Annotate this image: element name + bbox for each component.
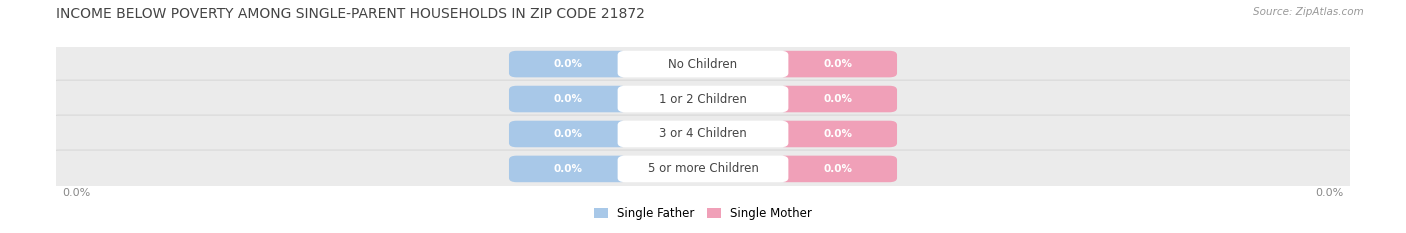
FancyBboxPatch shape [49, 115, 1357, 153]
FancyBboxPatch shape [617, 156, 789, 182]
FancyBboxPatch shape [617, 121, 789, 147]
Text: 0.0%: 0.0% [823, 164, 852, 174]
Text: 0.0%: 0.0% [1315, 188, 1343, 198]
FancyBboxPatch shape [509, 86, 628, 112]
Text: 0.0%: 0.0% [554, 94, 583, 104]
FancyBboxPatch shape [509, 156, 628, 182]
FancyBboxPatch shape [617, 51, 789, 77]
Text: 0.0%: 0.0% [554, 59, 583, 69]
FancyBboxPatch shape [509, 51, 628, 77]
Text: 0.0%: 0.0% [823, 129, 852, 139]
Text: 5 or more Children: 5 or more Children [648, 162, 758, 175]
FancyBboxPatch shape [49, 80, 1357, 118]
FancyBboxPatch shape [778, 121, 897, 147]
Text: 1 or 2 Children: 1 or 2 Children [659, 93, 747, 106]
FancyBboxPatch shape [778, 156, 897, 182]
Text: 0.0%: 0.0% [823, 59, 852, 69]
FancyBboxPatch shape [778, 86, 897, 112]
FancyBboxPatch shape [617, 86, 789, 112]
FancyBboxPatch shape [49, 150, 1357, 188]
FancyBboxPatch shape [49, 45, 1357, 83]
Text: INCOME BELOW POVERTY AMONG SINGLE-PARENT HOUSEHOLDS IN ZIP CODE 21872: INCOME BELOW POVERTY AMONG SINGLE-PARENT… [56, 7, 645, 21]
Legend: Single Father, Single Mother: Single Father, Single Mother [589, 202, 817, 225]
FancyBboxPatch shape [778, 51, 897, 77]
Text: Source: ZipAtlas.com: Source: ZipAtlas.com [1253, 7, 1364, 17]
FancyBboxPatch shape [509, 121, 628, 147]
Text: 0.0%: 0.0% [823, 94, 852, 104]
Text: 0.0%: 0.0% [554, 164, 583, 174]
Text: 0.0%: 0.0% [63, 188, 91, 198]
Text: 0.0%: 0.0% [554, 129, 583, 139]
Text: No Children: No Children [668, 58, 738, 71]
Text: 3 or 4 Children: 3 or 4 Children [659, 127, 747, 140]
